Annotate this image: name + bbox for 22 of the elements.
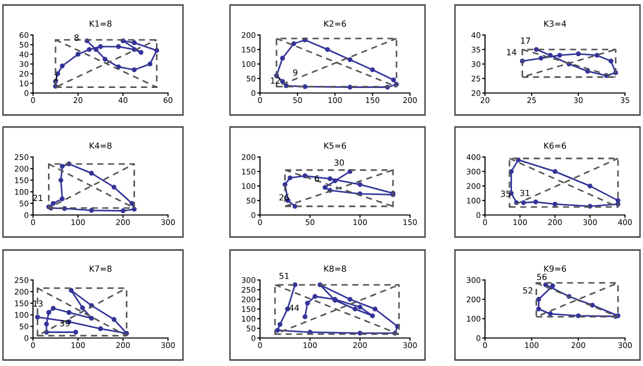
annotation: 14 [507, 49, 516, 56]
annotation: 56 [537, 274, 547, 280]
annotation: 13 [34, 300, 43, 307]
chart-title: K9=6 [544, 265, 566, 272]
annotation: 44 [289, 304, 299, 311]
annotation: 17 [521, 38, 530, 44]
annotation: 31 [520, 190, 530, 196]
annotation: 51 [279, 272, 289, 280]
annotation: 8 [74, 34, 79, 41]
chart-title: K5=6 [324, 142, 346, 149]
chart-title: K6=6 [544, 142, 566, 149]
annotation: 12 [271, 77, 280, 84]
annotation: 9 [293, 69, 298, 76]
annotation: 21 [33, 194, 42, 201]
chart-title: K8=8 [324, 265, 346, 272]
annotation: 30 [334, 159, 344, 166]
chart-title: K3=4 [544, 20, 566, 27]
chart-title: K7=8 [90, 265, 112, 272]
chart-title: K4=8 [90, 142, 112, 149]
chart-title: K1=8 [90, 20, 112, 27]
chart-title: K2=6 [324, 20, 346, 27]
annotation: 52 [523, 287, 532, 294]
